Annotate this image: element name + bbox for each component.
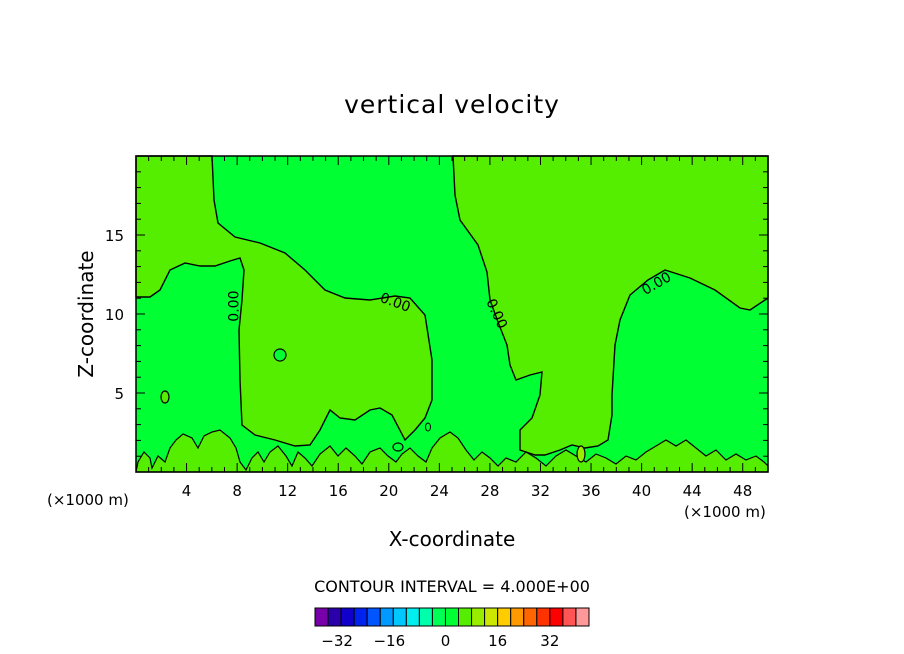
downdraft-region-right (452, 155, 769, 456)
surface-cells (135, 429, 769, 473)
colorbar-swatch (523, 607, 538, 627)
x-tick-label: 8 (232, 482, 242, 500)
colorbar-swatch (327, 607, 342, 627)
contour-label: 0.00 (227, 291, 243, 322)
x-tick-label: 36 (581, 482, 600, 500)
x-unit-left: (×1000 m) (47, 491, 129, 509)
colorbar-swatch (536, 607, 551, 627)
small-cell (160, 390, 170, 404)
colorbar-swatch (353, 607, 368, 627)
x-tick-label: 20 (379, 482, 398, 500)
colorbar-swatch (510, 607, 525, 627)
colorbar-tick-label: 16 (488, 632, 507, 650)
x-tick-label: 24 (430, 482, 449, 500)
y-tick-label: 15 (105, 227, 124, 245)
colorbar-swatch (340, 607, 355, 627)
contour-interval-text: CONTOUR INTERVAL = 4.000E+00 (314, 577, 590, 596)
colorbar-tick-label: 32 (540, 632, 559, 650)
x-tick-label: 48 (733, 482, 752, 500)
colorbar-swatch (471, 607, 486, 627)
colorbar-swatch (497, 607, 512, 627)
colorbar-swatch (431, 607, 446, 627)
colorbar-swatch (405, 607, 420, 627)
colorbar-swatch (444, 607, 460, 627)
colorbar-swatch (366, 607, 381, 627)
x-ticks: 4 8 12 16 20 24 28 32 36 40 44 48 (148, 156, 756, 500)
y-tick-label: 10 (105, 306, 124, 324)
x-tick-label: 4 (182, 482, 192, 500)
x-tick-label: 28 (480, 482, 499, 500)
colorbar-swatch (418, 607, 433, 627)
colorbar-swatch (379, 607, 394, 627)
colorbar-swatch (562, 607, 577, 627)
x-tick-label: 32 (531, 482, 550, 500)
small-cell (392, 442, 404, 452)
colorbar-tick-label: 0 (441, 632, 451, 650)
colorbar-swatch (314, 607, 329, 627)
y-tick-label: 5 (114, 385, 124, 403)
downdraft-region-left (135, 155, 433, 447)
colorbar-tick-label: −16 (373, 632, 405, 650)
colorbar-swatch (575, 607, 590, 627)
colorbar-swatch (549, 607, 564, 627)
small-cell (273, 348, 287, 362)
colorbar-swatch (392, 607, 407, 627)
x-tick-label: 44 (683, 482, 702, 500)
y-ticks: 5 10 15 (105, 171, 768, 457)
colorbar-tick-label: −32 (321, 632, 353, 650)
colorbar-swatch (458, 607, 473, 627)
plot-area: 0.00 0.00 0.000.00 4 8 12 16 20 24 28 32 36 40 44 48 … (105, 155, 769, 500)
x-tick-label: 16 (329, 482, 348, 500)
x-tick-label: 12 (278, 482, 297, 500)
colorbar: −32 −16 0 16 32 (314, 607, 590, 650)
chart-title: vertical velocity (344, 90, 560, 119)
small-cell (425, 422, 431, 432)
x-axis-label: X-coordinate (389, 527, 516, 551)
x-unit-right: (×1000 m) (684, 503, 766, 521)
x-tick-label: 40 (632, 482, 651, 500)
small-cell (576, 445, 586, 463)
y-axis-label: Z-coordinate (74, 250, 98, 377)
colorbar-swatch (484, 607, 499, 627)
